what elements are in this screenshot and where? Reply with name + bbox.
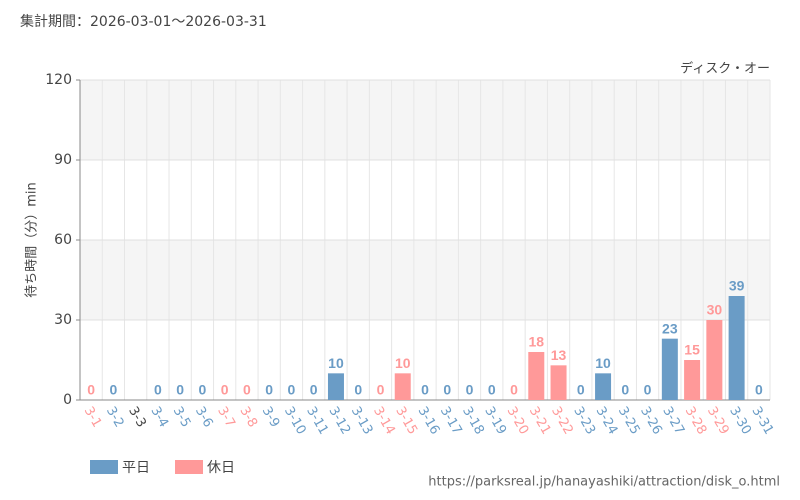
value-label: 0: [310, 382, 318, 398]
x-tick-label: 3-22: [548, 404, 576, 437]
bar: [528, 352, 545, 400]
legend-swatch: [90, 460, 118, 474]
value-label: 0: [644, 382, 652, 398]
value-label: 0: [443, 382, 451, 398]
value-label: 0: [466, 382, 474, 398]
legend-label: 休日: [207, 460, 235, 476]
x-tick-label: 3-21: [526, 404, 554, 437]
bar: [661, 338, 678, 400]
x-tick-label: 3-17: [437, 404, 465, 437]
source-url: https://parksreal.jp/hanayashiki/attract…: [428, 475, 780, 490]
x-tick-label: 3-19: [481, 404, 509, 437]
value-label: 0: [265, 382, 273, 398]
x-tick-label: 3-31: [748, 404, 776, 437]
y-tick-label: 0: [63, 392, 72, 408]
bar: [550, 365, 567, 400]
bar: [706, 320, 723, 400]
x-tick-label: 3-14: [370, 404, 398, 437]
y-tick-label: 60: [54, 232, 72, 248]
x-tick-label: 3-15: [392, 404, 420, 437]
x-tick-label: 3-4: [147, 404, 171, 430]
bar: [684, 360, 701, 400]
y-tick-label: 30: [54, 312, 72, 328]
value-label: 0: [109, 382, 117, 398]
value-label: 23: [662, 320, 678, 336]
legend-label: 平日: [122, 460, 150, 476]
value-label: 10: [328, 355, 344, 371]
value-label: 0: [510, 382, 518, 398]
bar: [728, 296, 745, 400]
value-label: 0: [87, 382, 95, 398]
value-label: 0: [154, 382, 162, 398]
value-label: 0: [377, 382, 385, 398]
value-label: 0: [755, 382, 763, 398]
x-tick-label: 3-16: [415, 404, 443, 437]
x-tick-label: 3-13: [348, 404, 376, 437]
value-label: 0: [488, 382, 496, 398]
value-label: 0: [199, 382, 207, 398]
value-label: 0: [288, 382, 296, 398]
x-tick-label: 3-28: [682, 404, 710, 437]
chart-subtitle: 集計期間：2026-03-01～2026-03-31: [20, 13, 267, 30]
x-tick-label: 3-12: [325, 404, 353, 437]
x-tick-label: 3-5: [170, 404, 194, 430]
value-label: 0: [421, 382, 429, 398]
value-label: 0: [577, 382, 585, 398]
x-tick-label: 3-26: [637, 404, 665, 437]
value-label: 30: [707, 302, 723, 318]
chart-title: ディスク・オー: [680, 61, 770, 77]
x-tick-label: 3-11: [303, 404, 331, 437]
value-label: 18: [529, 334, 545, 350]
value-label: 15: [684, 342, 700, 358]
value-label: 0: [621, 382, 629, 398]
x-tick-label: 3-9: [259, 404, 283, 430]
x-tick-label: 3-2: [103, 404, 127, 430]
x-tick-label: 3-10: [281, 404, 309, 437]
x-tick-label: 3-8: [236, 404, 260, 430]
x-tick-label: 3-7: [214, 404, 238, 430]
grid-band: [80, 80, 770, 160]
y-tick-label: 120: [45, 72, 72, 88]
value-label: 0: [243, 382, 251, 398]
value-label: 0: [221, 382, 229, 398]
grid-band: [80, 240, 770, 320]
x-tick-label: 3-1: [81, 404, 105, 430]
bar: [394, 373, 411, 400]
legend-swatch: [175, 460, 203, 474]
x-tick-label: 3-6: [192, 404, 216, 430]
x-tick-label: 3-3: [125, 404, 149, 430]
bar: [595, 373, 612, 400]
value-label: 10: [395, 355, 411, 371]
x-tick-label: 3-29: [704, 404, 732, 437]
value-label: 0: [176, 382, 184, 398]
x-tick-label: 3-20: [504, 404, 532, 437]
y-axis-label: 待ち時間（分）min: [25, 182, 40, 298]
bar: [327, 373, 344, 400]
x-tick-label: 3-27: [659, 404, 687, 437]
x-tick-label: 3-23: [570, 404, 598, 437]
x-tick-label: 3-24: [593, 404, 621, 437]
x-tick-label: 3-25: [615, 404, 643, 437]
value-label: 39: [729, 278, 745, 294]
y-tick-label: 90: [54, 152, 72, 168]
value-label: 0: [354, 382, 362, 398]
x-tick-label: 3-30: [726, 404, 754, 437]
value-label: 13: [551, 347, 567, 363]
x-tick-label: 3-18: [459, 404, 487, 437]
value-label: 10: [595, 355, 611, 371]
